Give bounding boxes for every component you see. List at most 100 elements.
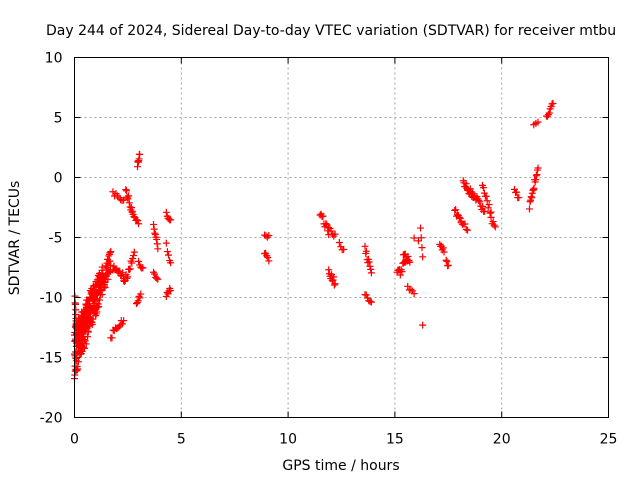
data-point	[479, 184, 487, 192]
x-tick-label: 10	[279, 432, 297, 448]
data-point	[80, 344, 88, 352]
data-point	[534, 118, 542, 126]
y-tick-label: -10	[40, 291, 63, 307]
data-point	[483, 197, 491, 205]
data-point	[513, 188, 521, 196]
plot-frame	[74, 57, 609, 418]
data-point	[151, 270, 159, 278]
data-point	[115, 323, 123, 331]
data-point	[530, 184, 538, 192]
data-point	[123, 193, 131, 201]
data-point	[82, 340, 90, 348]
data-point	[455, 213, 463, 221]
y-tick-label: 0	[54, 171, 63, 187]
data-point	[98, 263, 106, 271]
data-point	[490, 221, 498, 229]
x-axis-label: GPS time / hours	[282, 458, 399, 474]
data-point	[549, 99, 557, 107]
data-point	[481, 207, 489, 215]
data-point	[71, 352, 79, 360]
y-tick-label: 5	[54, 111, 63, 127]
data-point	[151, 229, 159, 237]
data-point	[487, 213, 495, 221]
data-point	[365, 258, 373, 266]
data-point	[74, 365, 82, 373]
data-point	[440, 248, 448, 256]
data-point	[366, 297, 374, 305]
data-point	[167, 216, 175, 224]
data-point	[133, 216, 141, 224]
data-point	[452, 206, 460, 214]
data-point	[322, 220, 330, 228]
data-point	[525, 205, 533, 213]
y-tick-label: -20	[40, 411, 63, 427]
data-point	[135, 220, 143, 228]
data-point	[124, 273, 132, 281]
data-point	[125, 192, 133, 200]
data-point	[122, 187, 130, 195]
data-point	[135, 257, 143, 265]
data-point	[105, 268, 113, 276]
data-point	[108, 334, 116, 342]
data-point	[404, 252, 412, 260]
data-point	[367, 298, 375, 306]
data-point	[153, 240, 161, 248]
chart-title: Day 244 of 2024, Sidereal Day-to-day VTE…	[46, 23, 616, 39]
data-point	[362, 247, 370, 255]
data-point	[476, 198, 484, 206]
data-point	[265, 231, 273, 239]
data-point	[398, 268, 406, 276]
data-point	[475, 197, 483, 205]
data-point	[150, 225, 158, 233]
data-point	[515, 194, 523, 202]
data-point	[439, 244, 447, 252]
data-point	[444, 261, 452, 269]
x-tick-labels: 0 5 10 15 20 25	[70, 432, 617, 448]
data-point	[110, 262, 118, 270]
data-point	[491, 223, 499, 231]
data-point	[83, 320, 91, 328]
data-point	[89, 282, 97, 290]
data-point	[125, 199, 133, 207]
data-point	[462, 225, 470, 233]
data-point	[126, 265, 134, 273]
data-point	[139, 264, 147, 272]
data-point	[265, 257, 273, 265]
data-point	[79, 344, 87, 352]
data-point	[128, 207, 136, 215]
data-point	[162, 239, 170, 247]
data-point	[96, 296, 104, 304]
data-point	[165, 215, 173, 223]
data-point	[367, 265, 375, 273]
data-point	[123, 274, 131, 282]
data-point	[543, 112, 551, 120]
data-point	[74, 358, 82, 366]
data-point	[443, 257, 451, 265]
data-point	[418, 244, 426, 252]
data-point	[129, 252, 137, 260]
data-point	[136, 150, 144, 158]
x-tick-label: 0	[70, 432, 79, 448]
data-point	[118, 320, 126, 328]
data-point	[106, 249, 114, 257]
data-point	[410, 290, 418, 298]
data-point	[134, 217, 142, 225]
data-point	[167, 259, 175, 267]
data-point	[263, 233, 271, 241]
data-point	[417, 224, 425, 232]
data-point	[122, 186, 130, 194]
data-point	[82, 314, 90, 322]
data-point	[153, 235, 161, 243]
data-point	[485, 201, 493, 209]
data-point	[325, 266, 333, 274]
data-point	[462, 180, 470, 188]
data-point	[81, 337, 89, 345]
data-point	[84, 328, 92, 336]
data-point	[406, 258, 414, 266]
data-point	[134, 297, 142, 305]
data-point	[93, 290, 101, 298]
data-point	[467, 188, 475, 196]
x-tick-label: 25	[600, 432, 618, 448]
data-points	[71, 99, 557, 383]
data-point	[330, 273, 338, 281]
